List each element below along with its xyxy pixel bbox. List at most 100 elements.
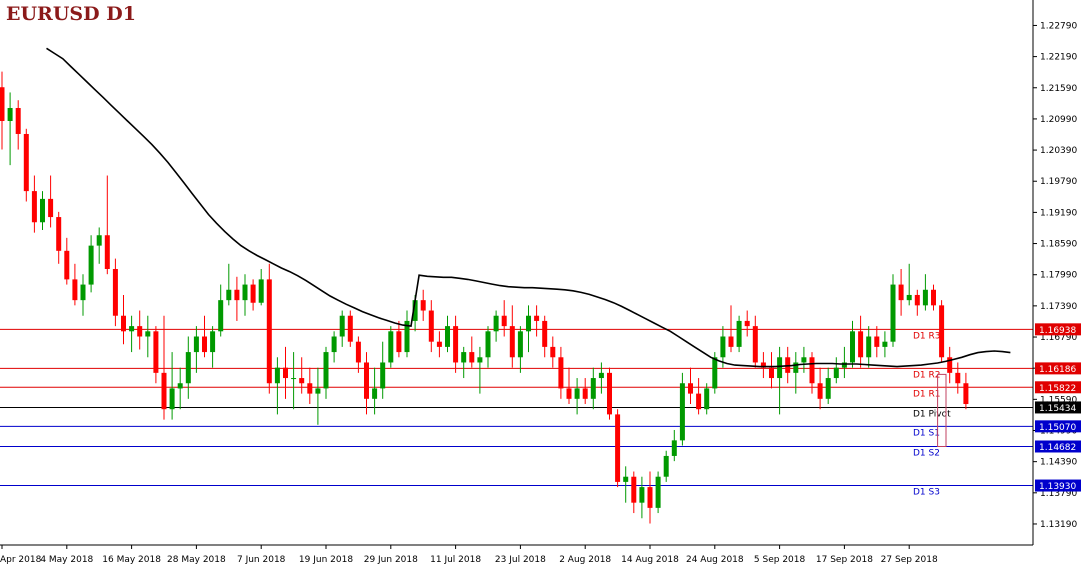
- candle-body: [955, 372, 961, 384]
- candle-body: [590, 378, 596, 399]
- candle-body: [598, 372, 604, 379]
- candle-body: [388, 331, 394, 363]
- candle-body: [671, 440, 677, 456]
- moving-average-line: [46, 47, 1011, 368]
- candle-body: [882, 341, 888, 347]
- candle-body: [355, 341, 361, 363]
- candle-body: [202, 336, 207, 353]
- y-tick-label: 1.22790: [1040, 21, 1077, 31]
- candle-body: [825, 378, 831, 399]
- candle-body: [752, 326, 758, 363]
- candle-body: [372, 388, 378, 399]
- price-tag-label: 1.13930: [1039, 482, 1076, 492]
- y-tick-label: 1.22190: [1040, 53, 1077, 63]
- candle-body: [137, 326, 143, 337]
- candle-body: [517, 331, 523, 358]
- candle-body: [339, 315, 345, 337]
- level-label: D1 S2: [913, 448, 940, 458]
- candle-body: [396, 331, 402, 353]
- candle-body: [0, 87, 5, 121]
- candle-body: [121, 315, 126, 332]
- candle-body: [31, 191, 37, 223]
- candle-body: [501, 315, 507, 327]
- x-tick-label: 28 May 2018: [167, 555, 226, 565]
- price-tag-label: 1.15434: [1039, 404, 1076, 414]
- candle-body: [744, 320, 750, 327]
- candle-body: [250, 284, 256, 303]
- candle-body: [323, 352, 329, 389]
- candle-body: [161, 372, 167, 410]
- candle-body: [542, 320, 548, 347]
- candle-body: [169, 388, 175, 410]
- price-tag-label: 1.16938: [1039, 326, 1076, 336]
- candle-body: [663, 455, 669, 477]
- candle-body: [793, 362, 799, 373]
- candle-body: [914, 294, 920, 306]
- candle-body: [526, 315, 531, 332]
- candle-body: [283, 367, 288, 379]
- level-label: D1 S3: [913, 488, 940, 498]
- candle-body: [453, 326, 459, 363]
- candle-body: [7, 108, 13, 121]
- candle-body: [234, 289, 240, 301]
- price-tag-bg: [1035, 362, 1081, 375]
- candle-body: [850, 331, 855, 363]
- candle-body: [898, 284, 904, 301]
- candle-body: [760, 362, 766, 368]
- candle-body: [185, 352, 191, 384]
- candle-body: [40, 198, 45, 223]
- level-label: D1 S1: [913, 428, 940, 438]
- candle-body: [679, 383, 685, 441]
- candle-body: [696, 393, 702, 410]
- candle-body: [922, 289, 928, 306]
- candle-body: [550, 346, 556, 358]
- x-tick-label: 7 Jun 2018: [237, 555, 286, 565]
- candle-body: [80, 284, 86, 301]
- candle-body: [48, 198, 54, 218]
- candle-body: [258, 279, 264, 303]
- candle-body: [112, 268, 118, 316]
- candle-body: [906, 294, 912, 301]
- candle-body: [769, 367, 774, 379]
- y-tick-label: 1.15590: [1040, 395, 1077, 405]
- candle-body: [647, 487, 653, 508]
- price-tag-bg: [1035, 420, 1081, 433]
- x-tick-label: Apr 2018: [0, 555, 42, 565]
- candle-body: [493, 315, 499, 332]
- price-tag-bg: [1035, 401, 1081, 414]
- candle-body: [177, 383, 183, 389]
- candle-body: [833, 367, 839, 379]
- price-tag-bg: [1035, 479, 1081, 492]
- candle-body: [890, 284, 896, 342]
- y-tick-label: 1.19790: [1040, 177, 1077, 187]
- x-tick-label: 27 Sep 2018: [881, 555, 938, 565]
- candle-body: [963, 383, 969, 405]
- candle-body: [704, 388, 710, 410]
- candle-body: [607, 372, 612, 415]
- candle-body: [777, 357, 783, 379]
- candle-body: [939, 305, 945, 358]
- candle-body: [858, 331, 864, 358]
- candle-body: [736, 320, 742, 347]
- candle-body: [469, 352, 475, 363]
- price-tag-bg: [1035, 440, 1081, 453]
- x-tick-label: 17 Sep 2018: [816, 555, 873, 565]
- price-tag-bg: [1035, 323, 1081, 336]
- forecast-box: [937, 373, 947, 447]
- x-tick-label: 4 May 2018: [40, 555, 93, 565]
- x-tick-label: 29 Jun 2018: [364, 555, 418, 565]
- candle-body: [615, 414, 621, 482]
- candle-body: [566, 388, 572, 399]
- y-tick-label: 1.17390: [1040, 302, 1077, 312]
- candle-body: [428, 310, 434, 342]
- candle-body: [218, 300, 224, 332]
- y-tick-label: 1.19190: [1040, 208, 1077, 218]
- candle-body: [307, 383, 313, 394]
- candle-body: [558, 357, 564, 389]
- price-tag-label: 1.16186: [1039, 365, 1076, 375]
- y-tick-label: 1.20390: [1040, 146, 1077, 156]
- x-tick-label: 5 Sep 2018: [754, 555, 806, 565]
- candle-body: [623, 476, 629, 482]
